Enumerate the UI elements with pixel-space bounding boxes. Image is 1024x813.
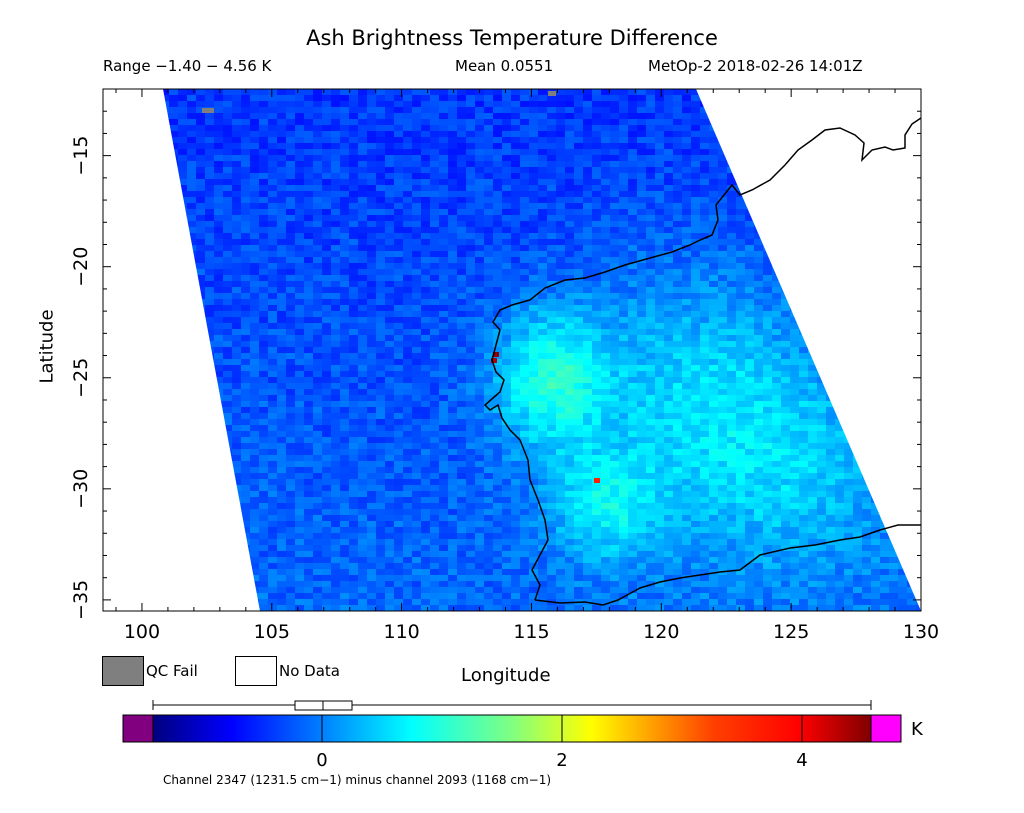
ash-swath — [163, 89, 921, 611]
colorbar-overflow — [870, 714, 902, 743]
colorbar-underflow — [122, 714, 154, 743]
y-tick-label: −20 — [70, 247, 92, 287]
x-tick-label: 130 — [903, 621, 939, 643]
mean-text: Mean 0.0551 — [455, 57, 554, 75]
hot-pixel — [493, 352, 499, 357]
qc-fail-pixel — [202, 108, 214, 113]
qc-fail-pixel — [548, 91, 556, 96]
hot-pixel — [491, 358, 497, 363]
colorbar-tick-marks — [321, 715, 803, 742]
x-tick-label: 105 — [254, 621, 290, 643]
colorbar-caption: Channel 2347 (1231.5 cm−1) minus channel… — [163, 773, 552, 787]
plot-title: Ash Brightness Temperature Difference — [306, 26, 718, 50]
colorbar-tick-label: 0 — [316, 750, 327, 771]
y-tick-label: −15 — [70, 136, 92, 176]
y-axis-label: Latitude — [36, 309, 58, 384]
no-data-label: No Data — [279, 662, 340, 680]
south-coastline — [534, 524, 921, 606]
colorbar-tick-label: 4 — [796, 750, 807, 771]
y-axis: −15 −20 −25 −30 −35 — [70, 110, 921, 620]
qc-fail-swatch — [102, 656, 144, 686]
x-tick-label: 125 — [773, 621, 809, 643]
hot-pixel — [594, 478, 600, 483]
x-tick-label: 115 — [513, 621, 549, 643]
colorbar-unit: K — [911, 719, 923, 740]
colorbar-tick-label: 2 — [556, 750, 567, 771]
coastline — [483, 117, 921, 601]
x-axis-label: Longitude — [461, 665, 551, 686]
x-tick-label: 100 — [124, 621, 160, 643]
satellite-time-text: MetOp-2 2018-02-26 14:01Z — [648, 57, 863, 75]
qc-fail-label: QC Fail — [146, 662, 198, 680]
y-tick-label: −25 — [70, 358, 92, 398]
y-tick-label: −35 — [70, 580, 92, 620]
range-text: Range −1.40 − 4.56 K — [103, 57, 272, 75]
y-tick-label: −30 — [70, 469, 92, 509]
x-tick-label: 120 — [643, 621, 679, 643]
x-axis: 100 105 110 115 120 125 130 — [115, 89, 939, 643]
x-tick-label: 110 — [384, 621, 420, 643]
plot-frame — [102, 88, 922, 612]
colorbar — [152, 714, 872, 743]
no-data-swatch — [235, 656, 277, 686]
